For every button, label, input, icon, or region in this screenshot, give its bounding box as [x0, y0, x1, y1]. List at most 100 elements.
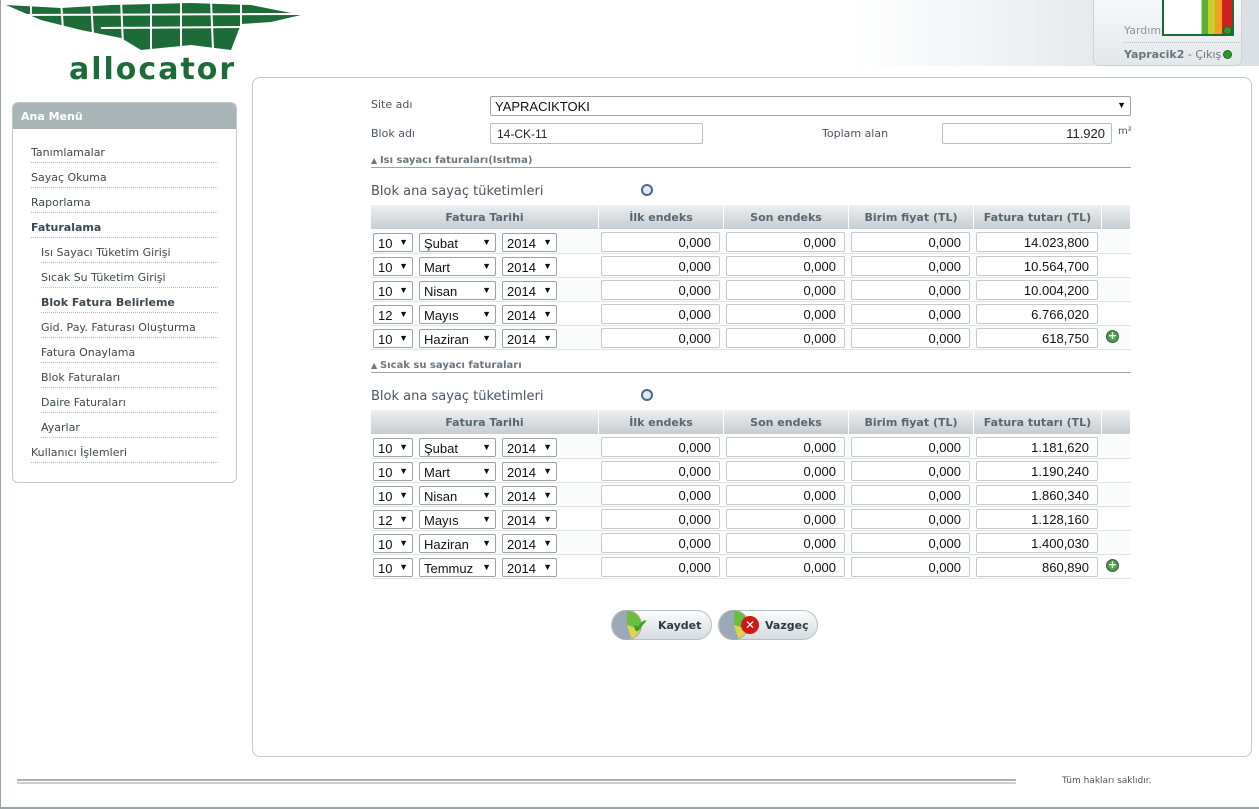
day-select[interactable]: 10 — [373, 281, 413, 300]
month-select[interactable]: Şubat — [419, 438, 496, 457]
unit-price-input[interactable]: 0,000 — [851, 328, 970, 348]
add-row-icon[interactable]: + — [1106, 558, 1119, 572]
last-index-input[interactable]: 0,000 — [726, 256, 845, 276]
invoice-amount-input[interactable]: 14.023,800 — [976, 232, 1098, 252]
invoice-amount-input[interactable]: 1.860,340 — [976, 485, 1098, 505]
last-index-input[interactable]: 0,000 — [726, 509, 845, 529]
last-index-input[interactable]: 0,000 — [726, 461, 845, 481]
first-index-input[interactable]: 0,000 — [601, 461, 720, 481]
last-index-input[interactable]: 0,000 — [726, 280, 845, 300]
last-index-input[interactable]: 0,000 — [726, 557, 845, 577]
sidebar-item[interactable]: Blok Fatura Belirleme — [41, 293, 218, 313]
invoice-amount-input[interactable]: 10.004,200 — [976, 280, 1098, 300]
invoice-amount-input[interactable]: 618,750 — [976, 328, 1098, 348]
unit-price-input[interactable]: 0,000 — [851, 280, 970, 300]
invoice-amount-input[interactable]: 1.181,620 — [976, 437, 1098, 457]
sidebar-item[interactable]: Raporlama — [31, 193, 218, 213]
first-index-input[interactable]: 0,000 — [601, 256, 720, 276]
first-index-input[interactable]: 0,000 — [601, 485, 720, 505]
unit-price-input[interactable]: 0,000 — [851, 557, 970, 577]
day-select[interactable]: 10 — [373, 534, 413, 553]
month-select[interactable]: Haziran — [419, 534, 496, 553]
save-button[interactable]: ✔ Kaydet — [611, 610, 712, 640]
sidebar-item[interactable]: Sıcak Su Tüketim Girişi — [41, 268, 218, 288]
sidebar-item[interactable]: Kullanıcı İşlemleri — [31, 443, 218, 463]
unit-price-input[interactable]: 0,000 — [851, 232, 970, 252]
month-select[interactable]: Şubat — [419, 233, 496, 252]
month-select[interactable]: Mart — [419, 257, 496, 276]
invoice-amount-input[interactable]: 10.564,700 — [976, 256, 1098, 276]
sidebar-item[interactable]: Isı Sayacı Tüketim Girişi — [41, 243, 218, 263]
unit-price-input[interactable]: 0,000 — [851, 485, 970, 505]
year-select[interactable]: 2014 — [502, 438, 557, 457]
unit-price-input[interactable]: 0,000 — [851, 304, 970, 324]
first-index-input[interactable]: 0,000 — [601, 304, 720, 324]
year-select[interactable]: 2014 — [502, 558, 557, 577]
year-select[interactable]: 2014 — [502, 281, 557, 300]
invoice-amount-input[interactable]: 1.128,160 — [976, 509, 1098, 529]
allocator-logo[interactable]: allocator — [0, 0, 306, 90]
last-index-input[interactable]: 0,000 — [726, 232, 845, 252]
day-select[interactable]: 10 — [373, 233, 413, 252]
sidebar-item[interactable]: Ayarlar — [41, 418, 218, 438]
day-select[interactable]: 10 — [373, 257, 413, 276]
invoice-amount-input[interactable]: 6.766,020 — [976, 304, 1098, 324]
area-input[interactable]: 11.920 — [942, 123, 1112, 144]
logout-arrow-icon[interactable] — [1223, 50, 1232, 59]
unit-price-input[interactable]: 0,000 — [851, 461, 970, 481]
first-index-input[interactable]: 0,000 — [601, 437, 720, 457]
first-index-input[interactable]: 0,000 — [601, 280, 720, 300]
day-select[interactable]: 10 — [373, 462, 413, 481]
unit-price-input[interactable]: 0,000 — [851, 437, 970, 457]
last-index-input[interactable]: 0,000 — [726, 533, 845, 553]
sidebar-item[interactable]: Gid. Pay. Faturası Oluşturma — [41, 318, 218, 338]
help-arrow-icon[interactable] — [1223, 26, 1232, 35]
sidebar-item[interactable]: Blok Faturaları — [41, 368, 218, 388]
last-index-input[interactable]: 0,000 — [726, 485, 845, 505]
last-index-input[interactable]: 0,000 — [726, 304, 845, 324]
year-select[interactable]: 2014 — [502, 233, 557, 252]
month-select[interactable]: Mayıs — [419, 305, 496, 324]
invoice-amount-input[interactable]: 1.400,030 — [976, 533, 1098, 553]
unit-price-input[interactable]: 0,000 — [851, 509, 970, 529]
first-index-input[interactable]: 0,000 — [601, 509, 720, 529]
unit-price-input[interactable]: 0,000 — [851, 256, 970, 276]
unit-price-input[interactable]: 0,000 — [851, 533, 970, 553]
invoice-amount-input[interactable]: 860,890 — [976, 557, 1098, 577]
sidebar-item[interactable]: Faturalama — [31, 218, 218, 238]
year-select[interactable]: 2014 — [502, 257, 557, 276]
day-select[interactable]: 10 — [373, 438, 413, 457]
first-index-input[interactable]: 0,000 — [601, 533, 720, 553]
year-select[interactable]: 2014 — [502, 462, 557, 481]
sidebar-item[interactable]: Sayaç Okuma — [31, 168, 218, 188]
day-select[interactable]: 10 — [373, 486, 413, 505]
last-index-input[interactable]: 0,000 — [726, 328, 845, 348]
year-select[interactable]: 2014 — [502, 534, 557, 553]
day-select[interactable]: 10 — [373, 329, 413, 348]
logout-link[interactable]: Çıkış — [1195, 48, 1222, 61]
year-select[interactable]: 2014 — [502, 305, 557, 324]
invoice-amount-input[interactable]: 1.190,240 — [976, 461, 1098, 481]
sidebar-item[interactable]: Daire Faturaları — [41, 393, 218, 413]
month-select[interactable]: Mart — [419, 462, 496, 481]
month-select[interactable]: Haziran — [419, 329, 496, 348]
day-select[interactable]: 12 — [373, 510, 413, 529]
first-index-input[interactable]: 0,000 — [601, 328, 720, 348]
month-select[interactable]: Temmuz — [419, 558, 496, 577]
section-header[interactable]: ▲ Sıcak su sayacı faturaları — [371, 360, 1131, 373]
first-index-input[interactable]: 0,000 — [601, 232, 720, 252]
add-row-icon[interactable]: + — [1106, 329, 1119, 343]
month-select[interactable]: Nisan — [419, 486, 496, 505]
last-index-input[interactable]: 0,000 — [726, 437, 845, 457]
sidebar-item[interactable]: Fatura Onaylama — [41, 343, 218, 363]
help-link[interactable]: Yardım — [1124, 24, 1162, 37]
month-select[interactable]: Nisan — [419, 281, 496, 300]
cancel-button[interactable]: ✕ Vazgeç — [718, 610, 818, 640]
year-select[interactable]: 2014 — [502, 510, 557, 529]
block-input[interactable]: 14-CK-11 — [490, 123, 703, 144]
year-select[interactable]: 2014 — [502, 329, 557, 348]
first-index-input[interactable]: 0,000 — [601, 557, 720, 577]
magnifier-icon[interactable] — [641, 389, 653, 401]
sidebar-item[interactable]: Tanımlamalar — [31, 143, 218, 163]
magnifier-icon[interactable] — [641, 184, 653, 196]
